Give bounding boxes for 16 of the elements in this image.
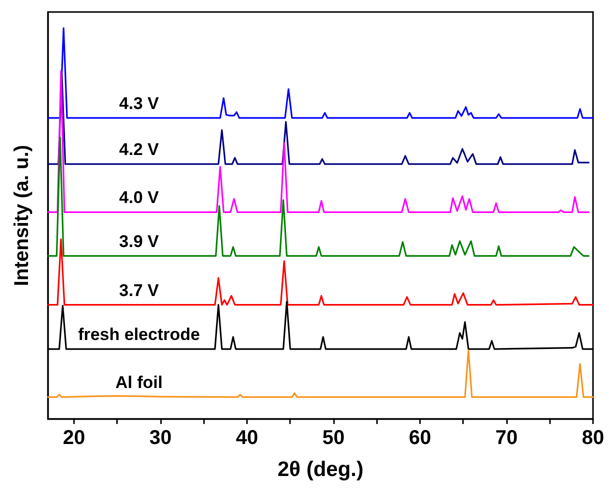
x-tick-label: 20	[62, 427, 86, 449]
series-label: 3.9 V	[119, 232, 160, 251]
series-label: 4.0 V	[119, 188, 160, 208]
series-label: fresh electrode	[78, 325, 200, 344]
series-label: 4.2 V	[119, 140, 160, 160]
x-tick-label: 60	[408, 427, 432, 449]
series-label: 3.7 V	[119, 280, 160, 300]
x-axis-title: 2θ (deg.)	[277, 458, 364, 481]
y-axis-title: Intensity (a. u.)	[11, 144, 33, 286]
series-label: 4.3 V	[119, 94, 160, 113]
series-label: Al foil	[115, 373, 163, 392]
x-tick-label: 30	[149, 427, 172, 449]
x-tick-label: 70	[495, 427, 518, 449]
x-tick-label: 80	[582, 427, 604, 449]
x-tick-label: 40	[236, 427, 258, 449]
x-tick-label: 50	[322, 427, 345, 449]
